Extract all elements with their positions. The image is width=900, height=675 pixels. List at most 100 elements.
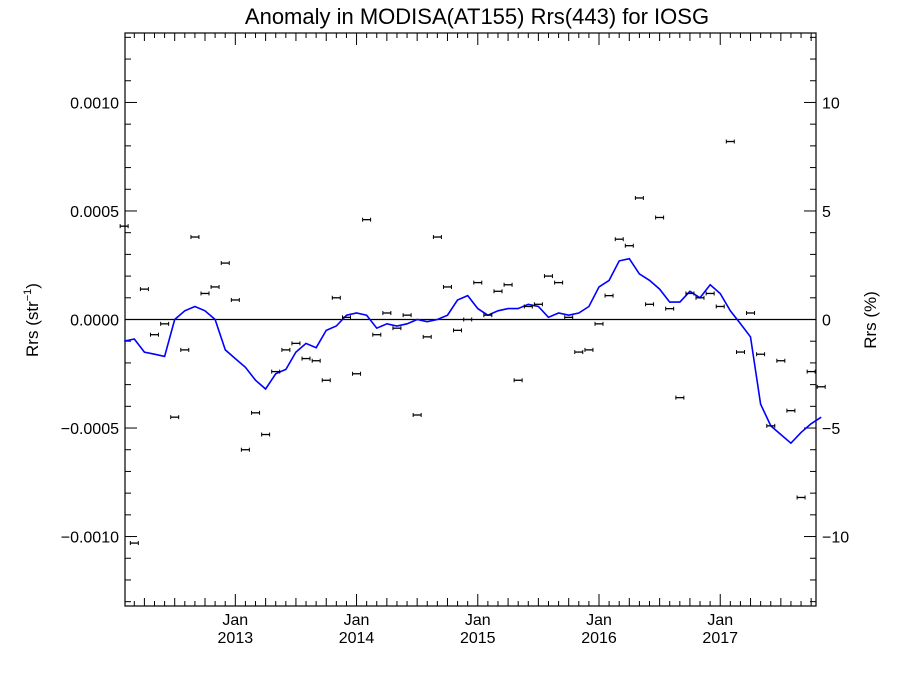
data-point — [725, 139, 735, 144]
data-point — [634, 195, 644, 200]
y-axis-left-ticks: 0.0010 0.0005 0.0000 −0.0005 −0.0010 — [61, 36, 137, 603]
data-point — [341, 315, 351, 320]
data-point — [776, 358, 786, 363]
data-point — [180, 347, 190, 352]
x-tick-label-month: Jan — [465, 612, 491, 629]
y-tick-label-left: 0.0000 — [70, 313, 119, 330]
data-point — [655, 215, 665, 220]
data-point — [523, 304, 533, 309]
x-tick-label-year: 2013 — [218, 630, 254, 647]
data-point — [392, 326, 402, 331]
data-point — [311, 358, 321, 363]
x-tick-label-year: 2015 — [460, 630, 496, 647]
y-tick-label-right: 0 — [822, 313, 831, 330]
data-point — [119, 224, 129, 229]
data-point — [261, 432, 271, 437]
data-point — [816, 384, 826, 389]
data-point — [402, 313, 412, 318]
x-tick-label-year: 2014 — [339, 630, 375, 647]
data-point — [735, 350, 745, 355]
data-point — [432, 235, 442, 240]
data-point — [645, 302, 655, 307]
anomaly-line-series — [124, 257, 822, 445]
y-tick-label-left: −0.0005 — [61, 421, 119, 438]
data-point — [705, 291, 715, 296]
data-point — [210, 284, 220, 289]
data-point — [513, 378, 523, 383]
y-axis-right-label: Rrs (%) — [861, 291, 880, 349]
data-point — [382, 310, 392, 315]
y-tick-label-left: 0.0010 — [70, 95, 119, 112]
data-point — [240, 447, 250, 452]
data-point — [251, 410, 261, 415]
data-point — [483, 313, 493, 318]
data-point — [624, 243, 634, 248]
data-point — [170, 415, 180, 420]
y-tick-label-right: 10 — [822, 95, 840, 112]
data-point — [503, 282, 513, 287]
y-tick-label-right: 5 — [822, 204, 831, 221]
y-tick-label-left: 0.0005 — [70, 204, 119, 221]
x-tick-label-year: 2016 — [581, 630, 617, 647]
data-point — [786, 408, 796, 413]
data-point — [160, 321, 170, 326]
data-point — [796, 495, 806, 500]
x-tick-label-month: Jan — [707, 612, 733, 629]
data-point — [746, 310, 756, 315]
data-point — [281, 347, 291, 352]
data-point — [149, 332, 159, 337]
data-point — [675, 395, 685, 400]
y-tick-label-right: −10 — [822, 530, 849, 547]
data-point — [442, 284, 452, 289]
data-point — [321, 378, 331, 383]
data-point — [806, 369, 816, 374]
data-point — [574, 350, 584, 355]
data-point — [614, 237, 624, 242]
data-point — [463, 317, 473, 322]
chart-title: Anomaly in MODISA(AT155) Rrs(443) for IO… — [245, 4, 709, 29]
y-tick-label-right: −5 — [822, 421, 840, 438]
anomaly-points-series — [119, 139, 826, 546]
data-point — [695, 295, 705, 300]
data-point — [352, 371, 362, 376]
data-point — [584, 347, 594, 352]
data-point — [230, 297, 240, 302]
x-tick-label-month: Jan — [344, 612, 370, 629]
data-point — [594, 321, 604, 326]
data-point — [554, 280, 564, 285]
data-point — [412, 413, 422, 417]
data-point — [220, 261, 230, 266]
data-point — [756, 352, 766, 357]
data-point — [543, 274, 553, 279]
data-point — [331, 295, 341, 300]
data-point — [422, 334, 432, 339]
data-point — [564, 315, 574, 320]
data-point — [493, 289, 503, 294]
data-point — [533, 302, 543, 307]
y-axis-left-label: Rrs (str−1) — [22, 283, 42, 357]
y-axis-right-ticks: 10 5 0 −5 −10 — [804, 36, 849, 603]
data-point — [685, 291, 695, 296]
data-point — [200, 291, 210, 296]
x-tick-label-month: Jan — [586, 612, 612, 629]
data-point — [766, 423, 776, 428]
y-tick-label-left: −0.0010 — [61, 530, 119, 547]
data-point — [190, 235, 200, 240]
data-point — [453, 328, 463, 333]
data-point — [604, 293, 614, 298]
data-point — [473, 280, 483, 285]
data-point — [715, 304, 725, 309]
data-point — [301, 356, 311, 361]
data-point — [665, 306, 675, 311]
x-tick-label-year: 2017 — [702, 630, 738, 647]
x-tick-label-month: Jan — [222, 612, 248, 629]
data-point — [129, 541, 139, 546]
data-point — [139, 287, 149, 292]
data-point — [271, 369, 281, 374]
data-point — [362, 217, 372, 222]
anomaly-line — [124, 257, 822, 445]
data-point — [291, 341, 301, 346]
